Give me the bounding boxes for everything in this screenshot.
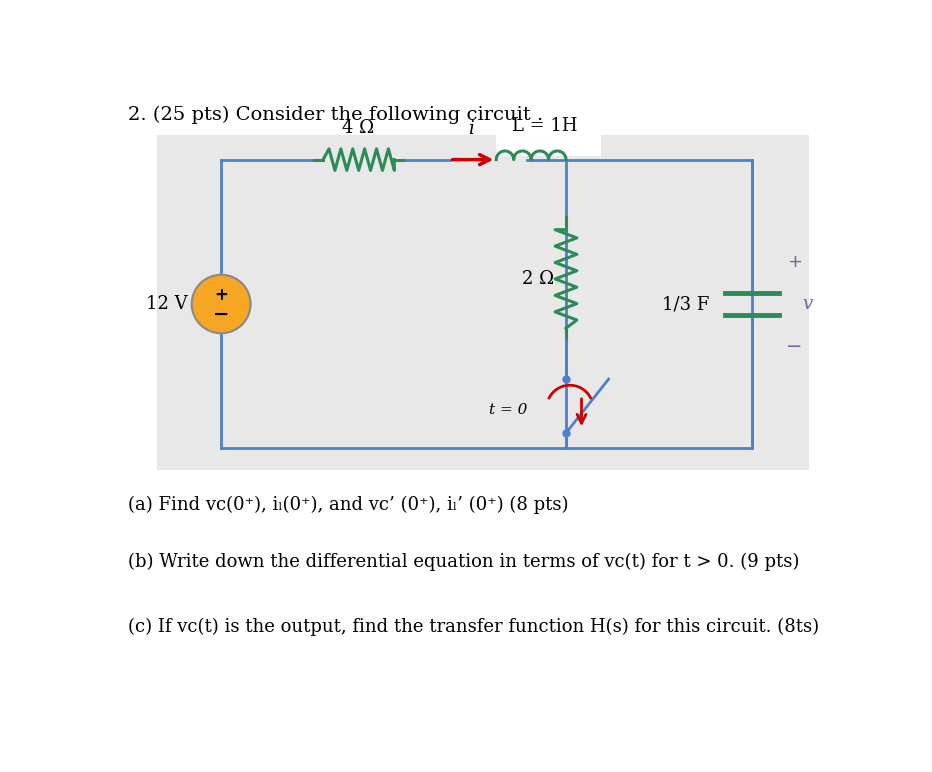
Text: +: + bbox=[214, 286, 228, 303]
Text: L = 1H: L = 1H bbox=[513, 117, 578, 135]
Text: i: i bbox=[469, 120, 474, 138]
Text: 12 V: 12 V bbox=[146, 295, 187, 313]
Text: (b) Write down the differential equation in terms of vc(t) for t > 0. (9 pts): (b) Write down the differential equation… bbox=[128, 552, 800, 571]
Text: (c) If vc(t) is the output, find the transfer function H(s) for this circuit. (8: (c) If vc(t) is the output, find the tra… bbox=[128, 618, 819, 636]
Text: t = 0: t = 0 bbox=[488, 403, 528, 417]
Bar bbox=[157, 135, 809, 470]
Text: (a) Find vc(0⁺), iₗ(0⁺), and vc’ (0⁺), iₗ’ (0⁺) (8 pts): (a) Find vc(0⁺), iₗ(0⁺), and vc’ (0⁺), i… bbox=[128, 496, 569, 514]
Text: v: v bbox=[802, 295, 813, 313]
Text: −: − bbox=[212, 305, 229, 324]
Text: 1/3 F: 1/3 F bbox=[662, 295, 709, 313]
Text: +: + bbox=[788, 252, 802, 271]
Text: 4 Ω: 4 Ω bbox=[342, 119, 375, 137]
Circle shape bbox=[192, 275, 251, 334]
Text: 2 Ω: 2 Ω bbox=[522, 270, 555, 288]
Bar bbox=[496, 121, 601, 156]
Text: 2. (25 pts) Consider the following circuit .: 2. (25 pts) Consider the following circu… bbox=[128, 106, 543, 124]
Text: −: − bbox=[787, 337, 802, 356]
